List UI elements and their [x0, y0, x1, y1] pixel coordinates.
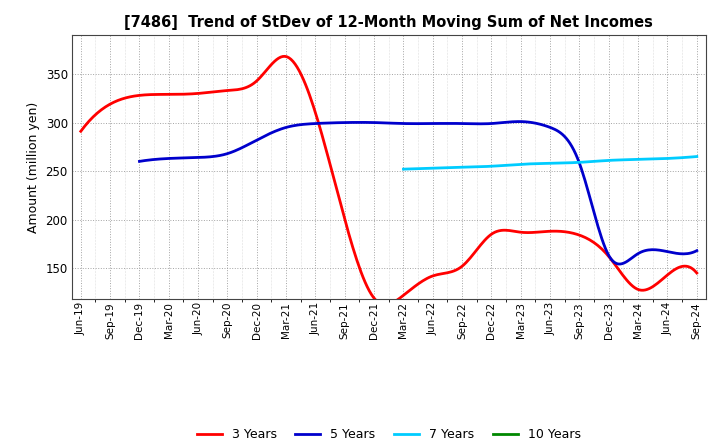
- Title: [7486]  Trend of StDev of 12-Month Moving Sum of Net Incomes: [7486] Trend of StDev of 12-Month Moving…: [125, 15, 653, 30]
- Legend: 3 Years, 5 Years, 7 Years, 10 Years: 3 Years, 5 Years, 7 Years, 10 Years: [192, 423, 586, 440]
- Y-axis label: Amount (million yen): Amount (million yen): [27, 102, 40, 233]
